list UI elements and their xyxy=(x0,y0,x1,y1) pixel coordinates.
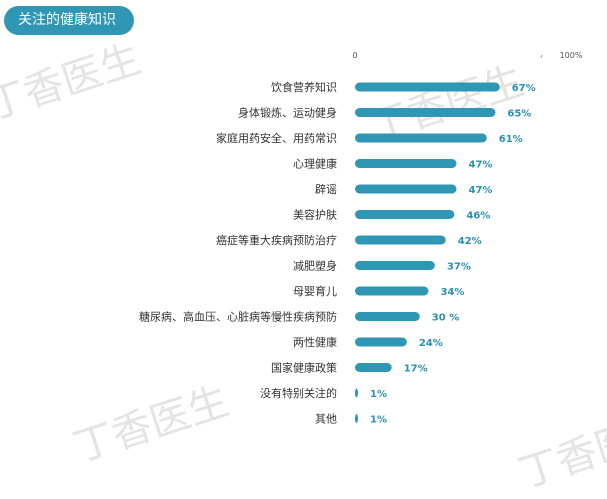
bar xyxy=(355,337,407,347)
category-label: 其他 xyxy=(315,413,337,426)
data-label: 1% xyxy=(370,415,387,426)
category-label: 国家健康政策 xyxy=(271,361,337,375)
data-label: 34% xyxy=(440,287,464,298)
data-label: 37% xyxy=(447,262,471,273)
category-label: 两性健康 xyxy=(293,335,337,349)
bar xyxy=(355,235,446,245)
bar xyxy=(355,363,392,372)
bar xyxy=(355,414,358,423)
data-label: 61% xyxy=(499,134,523,145)
data-label: 47% xyxy=(469,185,493,196)
bar xyxy=(355,159,457,168)
bar-chart: 0 100% 饮食营养知识 67% 身体锻炼、运动健身 65% 家庭用药安全、用药常识 61%… xyxy=(139,51,583,426)
data-label: 30 % xyxy=(432,313,459,324)
data-label: 47% xyxy=(469,160,493,171)
category-label: 身体锻炼、运动健身 xyxy=(238,106,337,120)
bar xyxy=(355,184,457,194)
data-label: 24% xyxy=(419,338,443,349)
data-label: 65% xyxy=(507,109,531,120)
chart-title: 关注的健康知识 xyxy=(4,6,134,35)
x-tick-label: 0 xyxy=(352,51,357,60)
bar xyxy=(355,108,496,117)
category-label: 心理健康 xyxy=(293,157,337,171)
category-label: 辟谣 xyxy=(315,182,337,196)
x-tick-mark xyxy=(540,54,543,59)
category-label: 家庭用药安全、用药常识 xyxy=(216,131,337,145)
bar xyxy=(355,312,420,321)
data-label: 17% xyxy=(404,364,428,375)
category-label: 癌症等重大疾病预防治疗 xyxy=(216,233,337,247)
data-label: 42% xyxy=(458,236,482,247)
x-tick-label: 100% xyxy=(560,51,583,60)
bar xyxy=(355,133,487,143)
category-label: 饮食营养知识 xyxy=(271,80,337,94)
category-label: 没有特别关注的 xyxy=(260,386,337,400)
category-label: 美容护肤 xyxy=(293,208,337,222)
bar xyxy=(355,261,435,270)
bar xyxy=(355,210,455,219)
bar xyxy=(355,286,429,296)
bar xyxy=(355,82,500,92)
data-label: 1% xyxy=(370,389,387,400)
data-label: 67% xyxy=(512,83,536,94)
data-label: 46% xyxy=(466,211,490,222)
category-label: 减肥塑身 xyxy=(293,259,337,273)
bar xyxy=(355,388,358,398)
category-label: 母婴育儿 xyxy=(293,284,337,298)
category-label: 糖尿病、高血压、心脏病等慢性疾病预防 xyxy=(139,310,337,324)
